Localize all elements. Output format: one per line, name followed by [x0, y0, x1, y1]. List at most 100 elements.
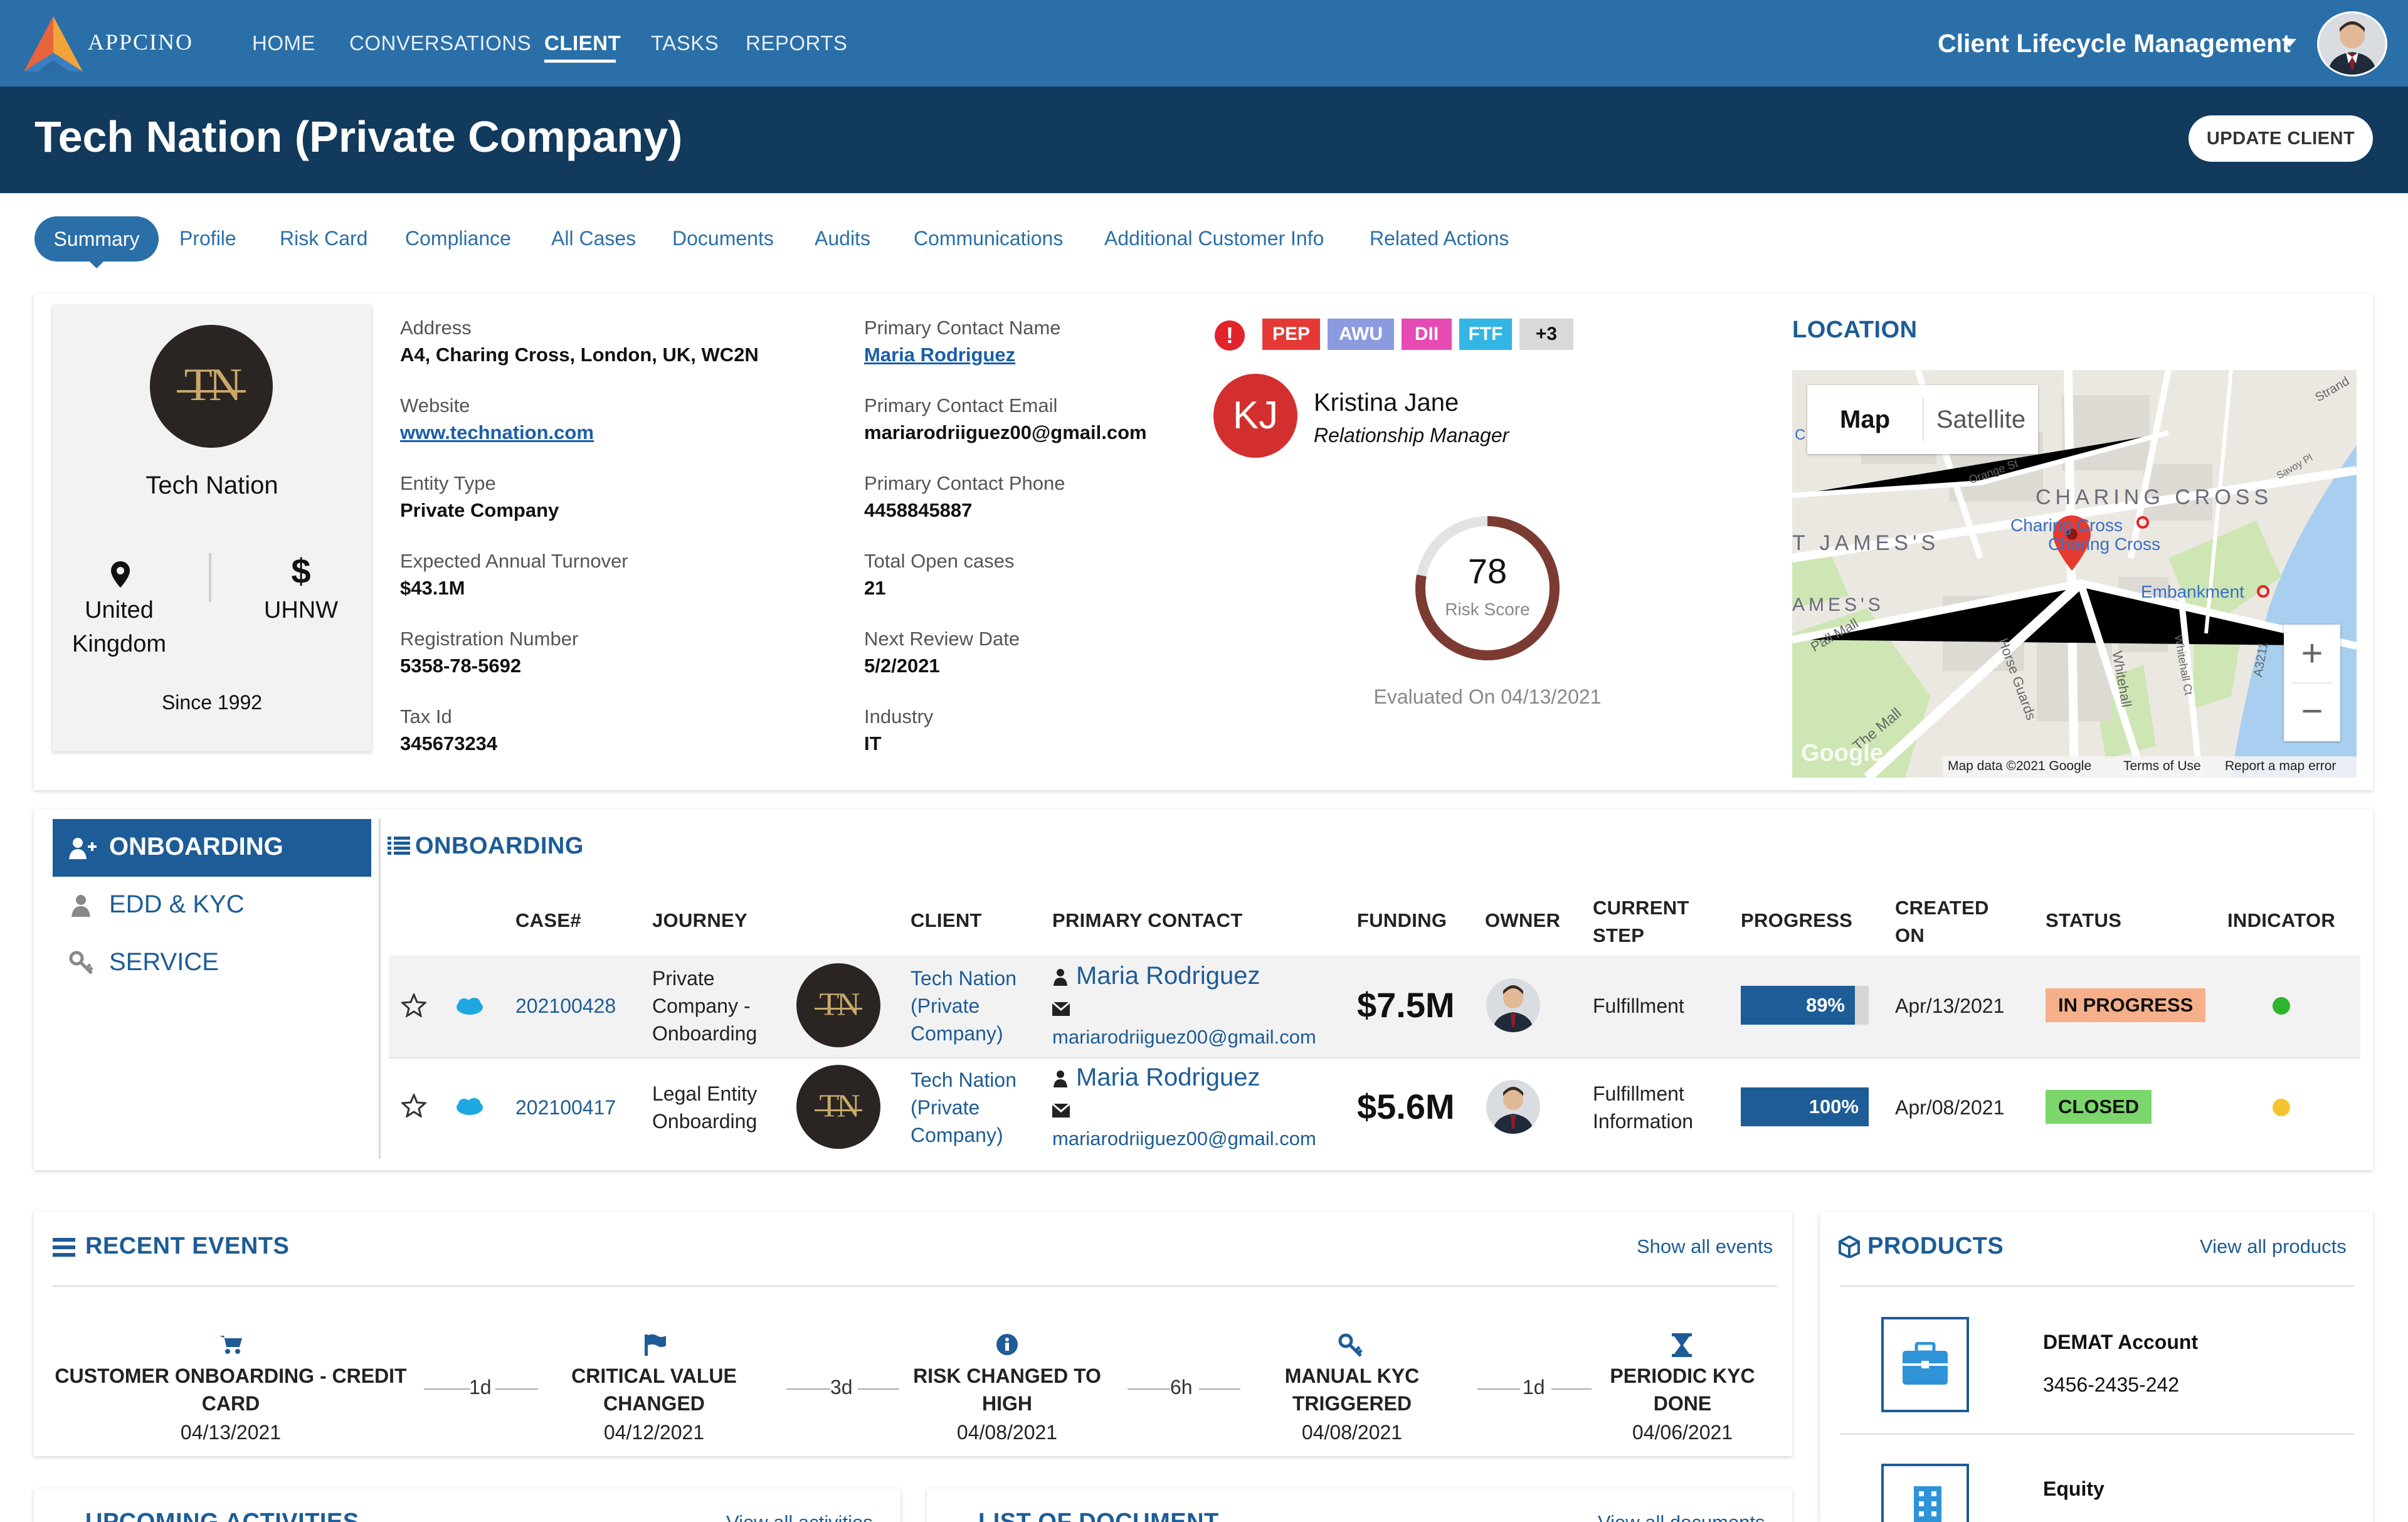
industry-value: IT [864, 732, 882, 754]
flag-icon [645, 1334, 666, 1356]
tab-summary[interactable]: Summary [34, 216, 159, 262]
product-name[interactable]: Equity [2043, 1477, 2104, 1500]
view-all-documents-link[interactable]: View all documents [1598, 1511, 1765, 1522]
tab-additional-customer-info[interactable]: Additional Customer Info [1104, 227, 1324, 250]
chevron-down-icon[interactable] [2283, 39, 2296, 47]
column-header-primary-contact[interactable]: PRIMARY CONTACT [1052, 909, 1243, 931]
tab-documents[interactable]: Documents [672, 227, 774, 250]
client-country-line1: United [85, 597, 154, 623]
map-terms-link[interactable]: Terms of Use [2123, 759, 2201, 773]
column-header-journey[interactable]: JOURNEY [652, 909, 747, 931]
upcoming-activities-card [34, 1489, 900, 1522]
salesforce-icon[interactable] [455, 1097, 484, 1116]
column-header-client[interactable]: CLIENT [911, 909, 982, 931]
column-header-current-step[interactable]: CURRENT [1593, 897, 1689, 919]
tab-profile[interactable]: Profile [179, 227, 236, 250]
map-report-error-link[interactable]: Report a map error [2225, 759, 2337, 773]
satellite-tab[interactable]: Satellite [1936, 406, 2026, 433]
sidebar-item-service[interactable]: SERVICE [53, 934, 371, 992]
website-link[interactable]: www.technation.com [400, 421, 594, 443]
info-icon [996, 1334, 1018, 1355]
divider [2293, 682, 2331, 684]
recent-events-card [34, 1212, 1792, 1456]
map-label-st-james: T JAMES'S [1792, 531, 1940, 555]
view-all-activities-link[interactable]: View all activities [726, 1511, 873, 1522]
flag-dii[interactable]: DII [1402, 319, 1452, 350]
nav-client[interactable]: CLIENT [544, 31, 621, 55]
tab-risk-card[interactable]: Risk Card [280, 227, 368, 250]
zoom-in-button[interactable]: + [2301, 632, 2323, 674]
tab-audits[interactable]: Audits [815, 227, 870, 250]
client-link-line3[interactable]: Company) [911, 1124, 1003, 1146]
contact-name-link[interactable]: Maria Rodriguez [1076, 1064, 1260, 1091]
progress-bar: 100% [1741, 1087, 1869, 1126]
column-header-case[interactable]: CASE# [515, 909, 581, 931]
location-map[interactable]: CHARING CROSS T JAMES'S AMES'S Charing C… [1792, 370, 2357, 778]
contact-name-link[interactable]: Maria Rodriguez [1076, 962, 1260, 990]
client-link-line2[interactable]: (Private [911, 1096, 980, 1119]
divider [209, 553, 211, 602]
client-since: Since 1992 [161, 691, 263, 714]
nav-reports[interactable]: REPORTS [746, 31, 848, 55]
sidebar-item-edd-kyc[interactable]: EDD & KYC [53, 877, 371, 934]
table-row[interactable] [389, 956, 2360, 1057]
flag-pep[interactable]: PEP [1262, 319, 1320, 350]
google-logo: Google [1801, 740, 1883, 766]
zoom-out-button[interactable]: − [2301, 690, 2323, 732]
view-all-products-link[interactable]: View all products [2200, 1235, 2347, 1257]
contact-name-link[interactable]: Maria Rodriguez [864, 344, 1016, 366]
onboarding-title: ONBOARDING [415, 833, 584, 859]
show-all-events-link[interactable]: Show all events [1637, 1235, 1773, 1257]
case-number-link[interactable]: 202100428 [515, 995, 616, 1017]
module-switcher[interactable]: Client Lifecycle Management [1938, 29, 2291, 58]
star-icon[interactable] [401, 993, 426, 1017]
column-header-indicator[interactable]: INDICATOR [2227, 909, 2336, 931]
client-link-line1[interactable]: Tech Nation [911, 1069, 1017, 1091]
client-logo-small: TN [796, 1065, 880, 1149]
flag-ftf[interactable]: FTF [1459, 319, 1512, 350]
client-link-line3[interactable]: Company) [911, 1022, 1003, 1045]
flag-awu[interactable]: AWU [1328, 319, 1394, 350]
owner-avatar[interactable] [1486, 1080, 1540, 1134]
update-client-button[interactable]: UPDATE CLIENT [2189, 115, 2373, 162]
column-header-created-on[interactable]: CREATED [1895, 897, 1989, 919]
top-navbar [0, 0, 2408, 87]
nav-home[interactable]: HOME [252, 31, 315, 55]
briefcase-icon [1903, 1342, 1948, 1385]
column-header-progress[interactable]: PROGRESS [1741, 909, 1853, 931]
building-icon [1914, 1486, 1941, 1522]
nav-conversations[interactable]: CONVERSATIONS [349, 31, 532, 55]
current-step-line2: Information [1593, 1110, 1694, 1133]
client-link-line1[interactable]: Tech Nation [911, 967, 1017, 990]
tab-all-cases[interactable]: All Cases [551, 227, 636, 250]
logo-text[interactable]: APPCINO [88, 29, 194, 55]
sidebar-item-onboarding[interactable]: ONBOARDING [53, 819, 371, 877]
tab-related-actions[interactable]: Related Actions [1370, 227, 1509, 250]
owner-avatar[interactable] [1486, 978, 1540, 1032]
column-header-status[interactable]: STATUS [2046, 909, 2122, 931]
table-row[interactable] [389, 1059, 2360, 1159]
contact-email-link[interactable]: mariarodriiguez00@gmail.com [1052, 1128, 1316, 1149]
tab-compliance[interactable]: Compliance [405, 227, 511, 250]
appcino-logo-icon[interactable] [19, 14, 88, 74]
envelope-icon [1052, 1002, 1070, 1016]
nav-tasks[interactable]: TASKS [651, 31, 719, 55]
user-avatar[interactable] [2317, 11, 2387, 77]
tab-communications[interactable]: Communications [914, 227, 1064, 250]
journey-line1: Private [652, 967, 715, 990]
map-tab[interactable]: Map [1840, 406, 1890, 433]
location-pin-icon [111, 561, 130, 588]
salesforce-icon[interactable] [455, 997, 484, 1016]
client-link-line2[interactable]: (Private [911, 995, 980, 1017]
contact-phone-label: Primary Contact Phone [864, 472, 1065, 494]
column-header-owner[interactable]: OWNER [1485, 909, 1561, 931]
location-title: LOCATION [1792, 317, 1918, 343]
sidebar-item-label: SERVICE [109, 948, 219, 976]
product-name[interactable]: DEMAT Account [2043, 1331, 2199, 1353]
star-icon[interactable] [401, 1094, 426, 1118]
column-header-funding[interactable]: FUNDING [1357, 909, 1447, 931]
case-number-link[interactable]: 202100417 [515, 1096, 616, 1119]
flag-more[interactable]: +3 [1519, 319, 1573, 350]
journey-line3: Onboarding [652, 1022, 758, 1045]
contact-email-link[interactable]: mariarodriiguez00@gmail.com [1052, 1026, 1316, 1048]
